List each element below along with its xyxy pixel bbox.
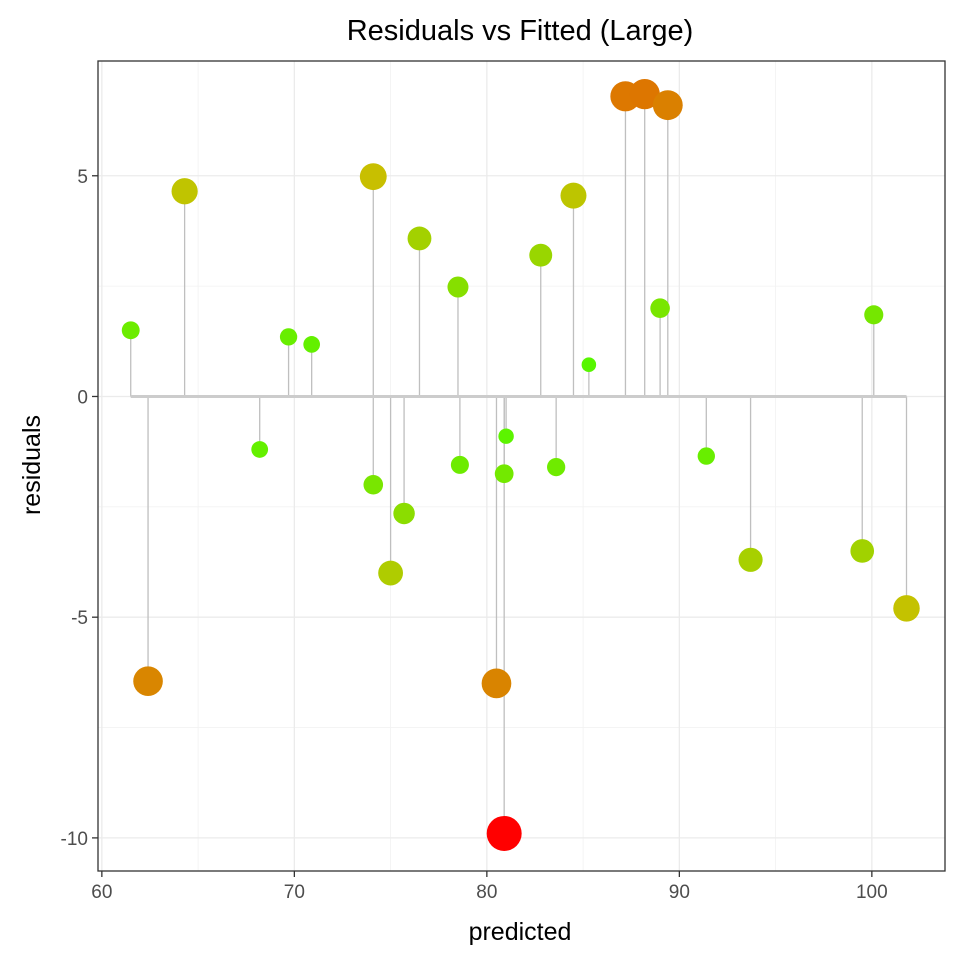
data-point	[121, 321, 140, 340]
x-tick-label: 90	[669, 882, 690, 903]
data-point	[547, 457, 566, 477]
data-point	[697, 447, 715, 465]
y-tick-label: -5	[71, 608, 88, 629]
data-point	[529, 243, 553, 267]
data-point	[481, 668, 512, 699]
data-point	[363, 474, 384, 495]
data-point	[629, 78, 660, 110]
plot-panel-border	[97, 60, 946, 872]
grid-lines	[98, 61, 945, 871]
x-axis-title: predicted	[469, 918, 572, 946]
y-tick-label: 5	[77, 167, 88, 188]
data-point	[652, 90, 683, 121]
x-tick-label: 100	[856, 882, 888, 903]
data-point	[359, 163, 387, 191]
data-point	[486, 815, 522, 851]
x-tick-label: 80	[476, 882, 497, 903]
data-point	[560, 182, 587, 209]
data-point	[303, 336, 321, 353]
x-tick-label: 70	[284, 882, 305, 903]
data-point	[450, 455, 469, 474]
y-axis-title: residuals	[18, 415, 46, 515]
residual-stems	[130, 94, 908, 834]
y-tick-label: -10	[61, 829, 88, 850]
x-axis: 60 70 80 90 100	[91, 871, 888, 903]
data-point	[447, 276, 469, 298]
x-tick-label: 60	[91, 882, 112, 903]
data-point	[738, 547, 763, 572]
data-point	[498, 428, 514, 444]
data-point	[378, 560, 403, 586]
data-point	[864, 305, 884, 325]
data-point	[850, 539, 875, 563]
data-points	[121, 78, 920, 851]
data-point	[133, 666, 163, 696]
data-point	[279, 328, 298, 346]
data-point	[407, 226, 432, 251]
data-point	[171, 178, 198, 205]
y-axis: -10 -5 0 5	[61, 167, 98, 850]
data-point	[581, 357, 597, 372]
data-point	[393, 502, 415, 525]
chart-title: Residuals vs Fitted (Large)	[347, 15, 694, 47]
data-point	[251, 441, 269, 458]
data-point	[893, 595, 920, 622]
data-point	[650, 298, 670, 318]
y-tick-label: 0	[77, 387, 88, 408]
data-point	[494, 464, 514, 484]
